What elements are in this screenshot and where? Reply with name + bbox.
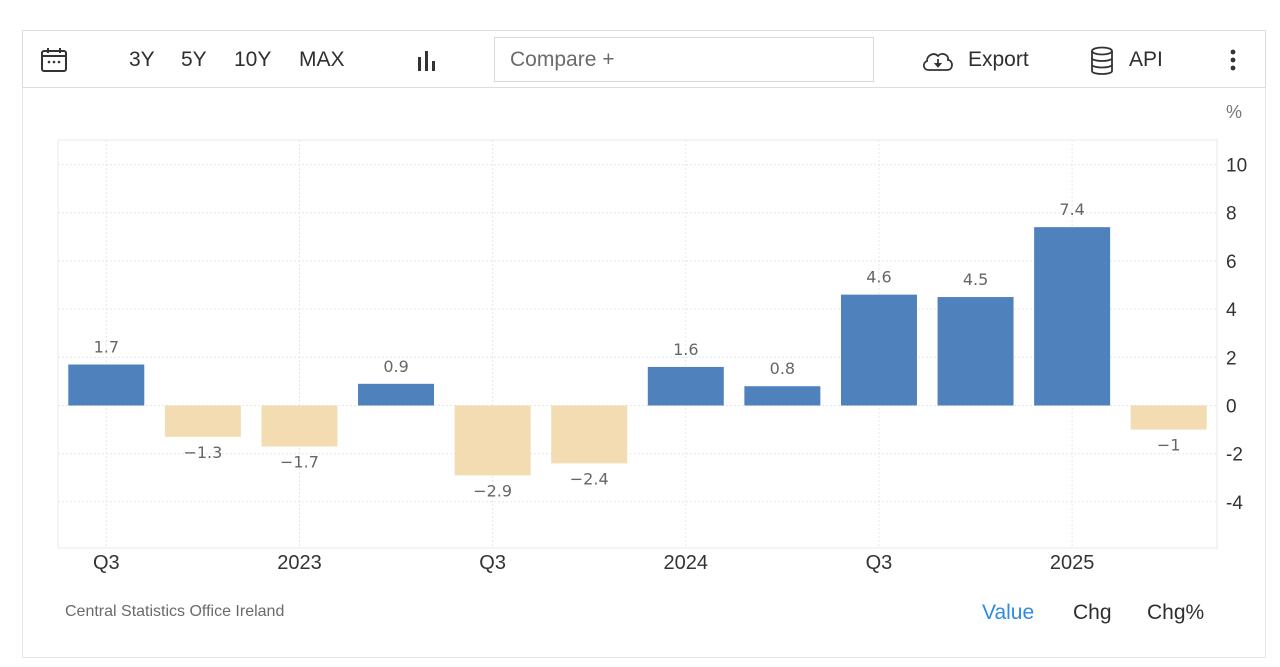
x-tick-label: Q3 (93, 552, 120, 574)
bar (551, 405, 628, 464)
y-tick-label: 10 (1226, 156, 1247, 177)
x-tick-label: 2023 (277, 552, 322, 574)
compare-input[interactable] (494, 37, 874, 82)
data-label: 7.4 (1059, 200, 1084, 219)
bar (937, 297, 1014, 406)
mode-value-button[interactable]: Value (982, 601, 1035, 624)
data-label: 0.9 (383, 357, 408, 376)
y-tick-label: 0 (1226, 397, 1237, 418)
y-tick-label: 4 (1226, 300, 1237, 321)
range-max-button[interactable]: MAX (299, 48, 345, 71)
data-label: −2.4 (570, 469, 609, 488)
more-vertical-icon[interactable] (1223, 47, 1243, 73)
range-10y-button[interactable]: 10Y (234, 48, 272, 71)
calendar-icon[interactable] (39, 47, 69, 73)
range-5y-button[interactable]: 5Y (181, 48, 207, 71)
database-icon[interactable] (1089, 46, 1115, 76)
bar (744, 386, 821, 406)
x-tick-label: 2025 (1050, 552, 1095, 574)
y-tick-label: 6 (1226, 252, 1237, 273)
data-label: −1 (1157, 436, 1181, 455)
data-label: −2.9 (473, 481, 512, 500)
chart-toolbar: 3Y 5Y 10Y MAX Export API (22, 30, 1266, 88)
bar (1130, 405, 1207, 430)
data-label: 4.6 (866, 268, 891, 287)
bar (261, 405, 338, 447)
bar (164, 405, 241, 437)
data-label: 1.6 (673, 340, 698, 359)
mode-chg-button[interactable]: Chg (1073, 601, 1112, 624)
mode-chg-pct-button[interactable]: Chg% (1147, 601, 1205, 624)
bar (358, 383, 435, 406)
export-button[interactable]: Export (968, 48, 1029, 71)
bar (840, 294, 917, 406)
data-label: 4.5 (963, 270, 988, 289)
y-tick-label: 2 (1226, 348, 1237, 369)
x-tick-label: Q3 (866, 552, 893, 574)
cloud-download-icon[interactable] (920, 49, 956, 73)
bar (647, 366, 724, 406)
y-tick-label: 8 (1226, 204, 1237, 225)
data-label: 1.7 (94, 338, 119, 357)
bar (68, 364, 145, 406)
plot-area (57, 139, 1218, 549)
x-tick-label: 2024 (664, 552, 709, 574)
api-button[interactable]: API (1129, 48, 1163, 71)
data-label: 0.8 (770, 359, 795, 378)
bar-chart-icon[interactable] (415, 49, 441, 73)
range-3y-button[interactable]: 3Y (129, 48, 155, 71)
bar (454, 405, 531, 476)
y-tick-label: -4 (1226, 493, 1243, 514)
data-label: −1.3 (183, 443, 222, 462)
bar (1034, 227, 1111, 406)
data-label: −1.7 (280, 452, 319, 471)
y-tick-label: -2 (1226, 445, 1243, 466)
x-tick-label: Q3 (479, 552, 506, 574)
unit-label: % (1226, 102, 1243, 122)
source-label: Central Statistics Office Ireland (65, 603, 285, 620)
